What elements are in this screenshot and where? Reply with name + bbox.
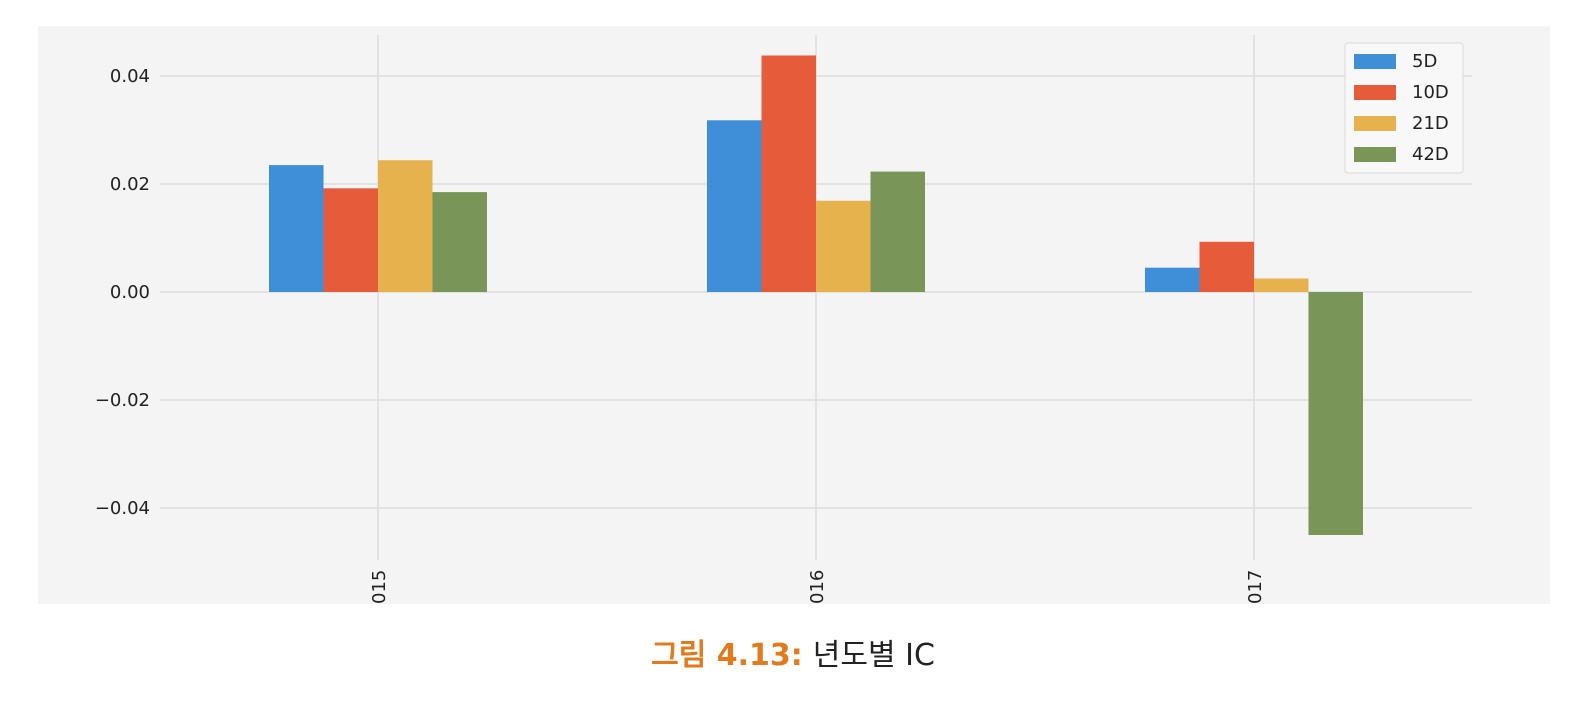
legend-label-5D: 5D bbox=[1412, 51, 1437, 72]
bar-5D-017 bbox=[1145, 267, 1200, 292]
bar-42D-016 bbox=[870, 171, 925, 292]
legend-swatch-10D bbox=[1354, 85, 1396, 100]
caption-label: 그림 4.13: bbox=[651, 638, 803, 673]
bar-21D-015 bbox=[378, 160, 433, 292]
y-tick-label: 0.04 bbox=[110, 66, 150, 87]
legend-swatch-21D bbox=[1354, 116, 1396, 131]
legend-label-21D: 21D bbox=[1412, 113, 1449, 134]
legend-label-10D: 10D bbox=[1412, 82, 1449, 103]
bar-42D-015 bbox=[432, 192, 487, 292]
y-tick-label: 0.00 bbox=[110, 282, 150, 303]
y-tick-label: −0.04 bbox=[95, 498, 150, 519]
bar-42D-017 bbox=[1308, 292, 1363, 535]
bar-5D-015 bbox=[269, 165, 324, 292]
bar-chart: 0.04 0.02 0.00 −0.02 −0.04 015 016 017 5D 10D 21D 4… bbox=[38, 26, 1550, 604]
legend-label-42D: 42D bbox=[1412, 144, 1449, 165]
x-tick-label: 015 bbox=[369, 570, 390, 604]
y-tick-label: −0.02 bbox=[95, 390, 150, 411]
bar-10D-016 bbox=[761, 55, 816, 293]
legend-swatch-5D bbox=[1354, 54, 1396, 69]
figure-caption: 그림 4.13: 년도별 IC bbox=[0, 630, 1586, 682]
bar-5D-016 bbox=[707, 120, 762, 292]
caption-text: 년도별 IC bbox=[812, 638, 935, 673]
legend-box bbox=[1344, 42, 1464, 174]
x-tick-label: 017 bbox=[1245, 570, 1266, 604]
bar-10D-015 bbox=[323, 188, 378, 292]
legend-swatch-42D bbox=[1354, 147, 1396, 162]
chart-panel: 0.04 0.02 0.00 −0.02 −0.04 015 016 017 5D 10D 21D 4… bbox=[38, 26, 1550, 604]
x-tick-label: 016 bbox=[807, 570, 828, 604]
bar-21D-017 bbox=[1254, 278, 1309, 292]
bar-21D-016 bbox=[816, 200, 871, 292]
y-tick-label: 0.02 bbox=[110, 174, 150, 195]
bar-10D-017 bbox=[1199, 241, 1254, 292]
